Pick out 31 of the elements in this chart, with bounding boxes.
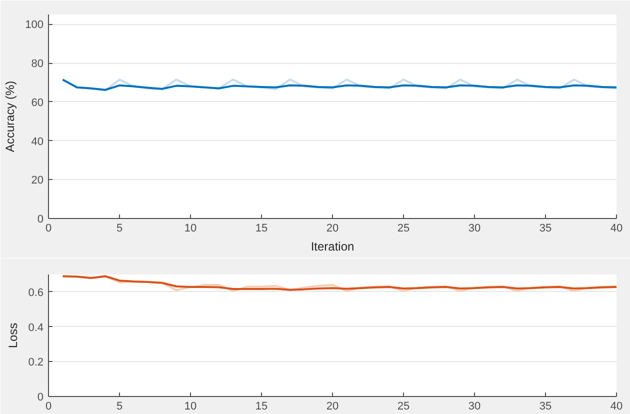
x-axis-title: Iteration (310, 240, 354, 254)
x-tick-label: 30 (468, 222, 481, 234)
y-tick-label: 20 (31, 174, 44, 187)
x-tick-label: 10 (184, 222, 197, 234)
y-tick-label: 0 (37, 392, 44, 404)
x-tick-label: 20 (326, 400, 339, 412)
x-tick-label: 5 (116, 222, 123, 234)
x-tick-label: 40 (610, 400, 623, 412)
y-tick-label: 100 (25, 19, 44, 32)
x-tick-label: 25 (397, 222, 410, 234)
x-tick-label: 35 (539, 222, 552, 234)
x-tick-label: 5 (116, 400, 123, 412)
x-tick-label: 40 (610, 222, 623, 234)
x-tick-label: 20 (326, 222, 339, 234)
y-axis-title: Loss (6, 322, 20, 348)
y-tick-label: 60 (31, 96, 44, 109)
y-tick-label: 0.4 (28, 322, 44, 334)
x-tick-label: 10 (184, 400, 197, 412)
x-tick-label: 15 (255, 222, 268, 234)
x-tick-label: 0 (45, 400, 52, 412)
x-tick-label: 15 (255, 400, 268, 412)
x-tick-label: 25 (397, 400, 410, 412)
y-tick-label: 0 (37, 214, 44, 226)
y-tick-label: 0.2 (28, 356, 44, 369)
x-tick-label: 0 (45, 222, 52, 234)
y-tick-label: 40 (31, 136, 44, 148)
y-tick-label: 80 (31, 58, 44, 70)
x-tick-label: 35 (539, 400, 552, 412)
x-tick-label: 30 (468, 400, 481, 412)
y-tick-label: 0.6 (28, 286, 44, 299)
y-axis-title: Accuracy (%) (3, 80, 18, 152)
